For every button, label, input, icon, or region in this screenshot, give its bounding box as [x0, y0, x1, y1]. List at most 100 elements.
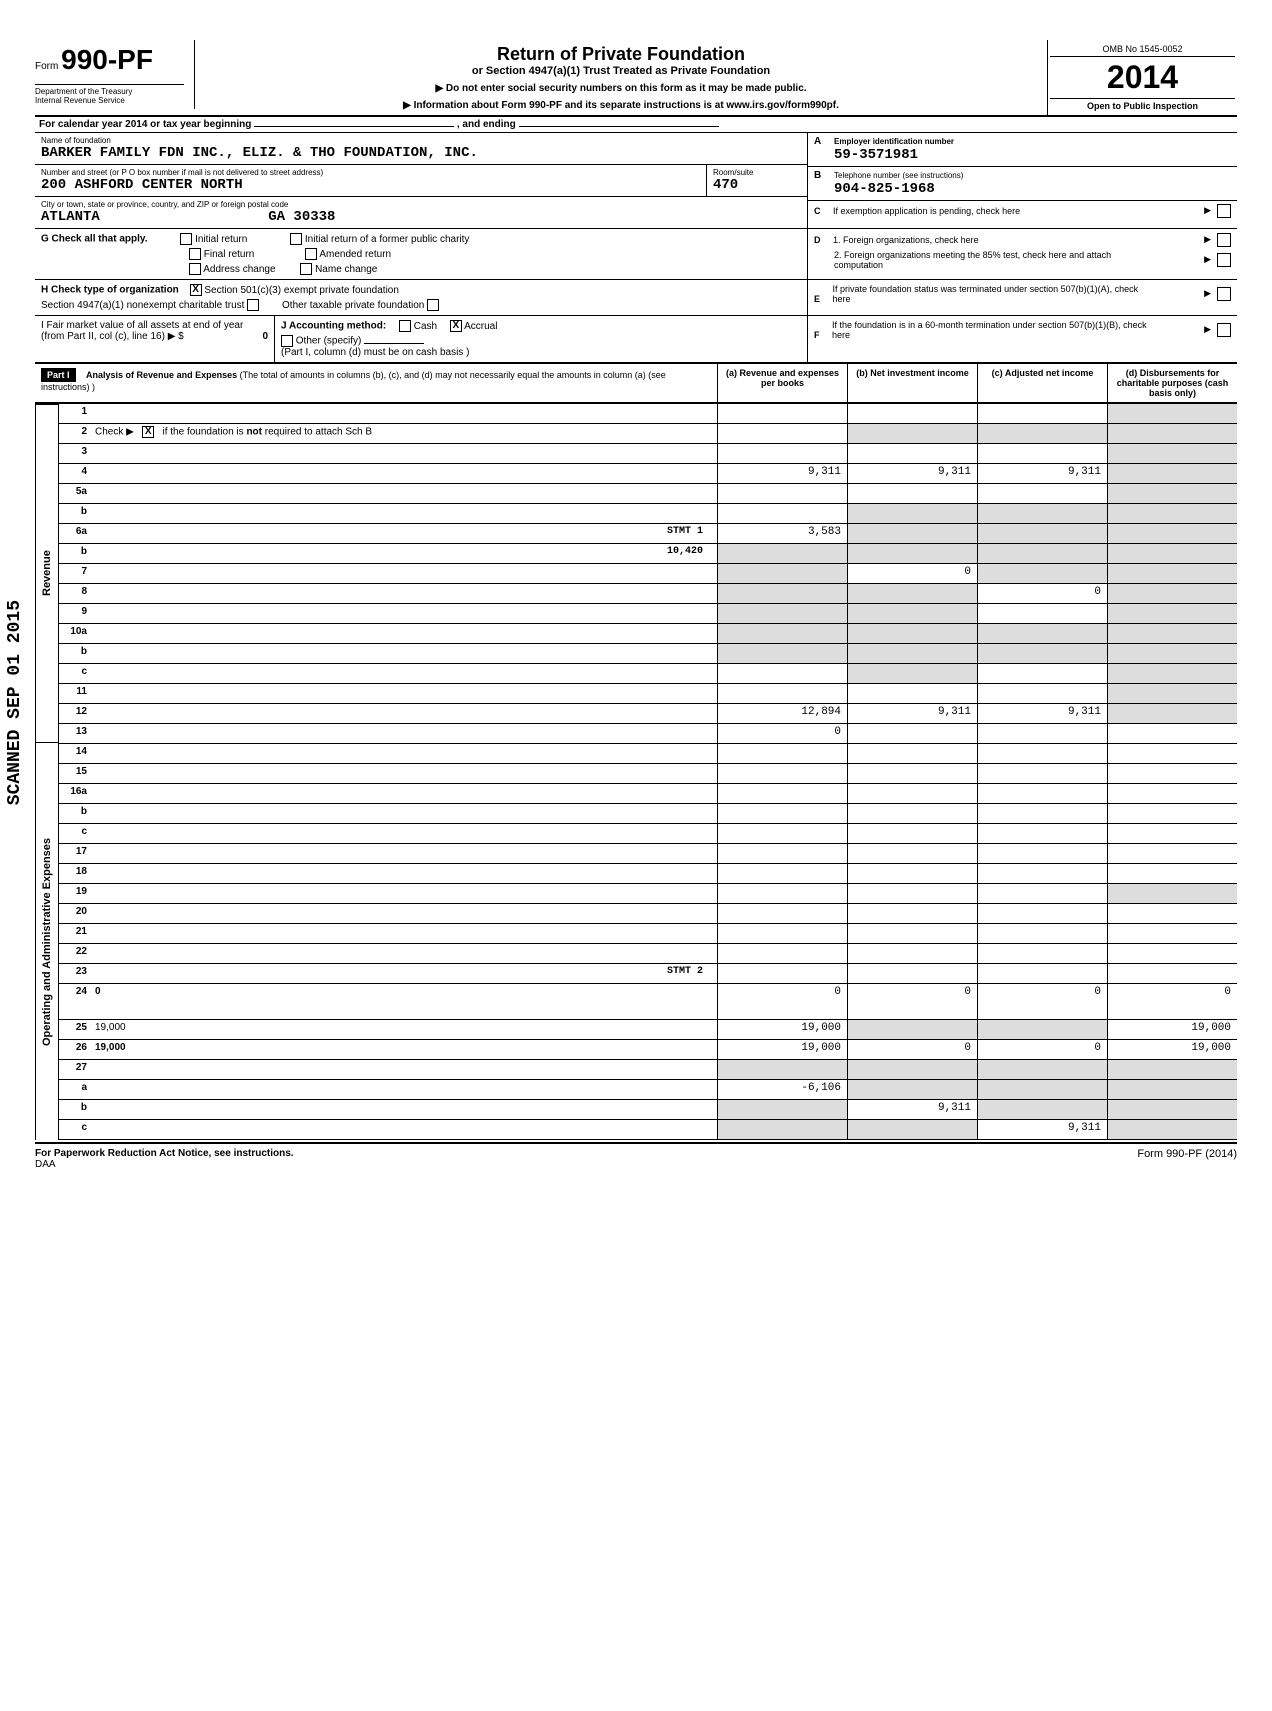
line-description	[91, 584, 717, 603]
value-cell-c: 9,311	[977, 1120, 1107, 1139]
line-j-label: J Accounting method:	[281, 321, 386, 332]
value-cell-b: 9,311	[847, 704, 977, 723]
scanned-stamp: SCANNED SEP 01 2015	[5, 600, 25, 805]
line-number: 7	[59, 564, 91, 583]
d1-checkbox[interactable]	[1217, 233, 1231, 247]
table-row: 3	[59, 444, 1237, 464]
value-cell-d	[1107, 484, 1237, 503]
j-accrual-checkbox[interactable]: X	[450, 320, 462, 332]
g-opt-2: Address change	[203, 264, 275, 275]
e-checkbox[interactable]	[1217, 287, 1231, 301]
arrow-icon: ▶	[1204, 288, 1211, 299]
arrow-icon: ▶	[1204, 324, 1211, 335]
g-initial-checkbox[interactable]	[180, 233, 192, 245]
value-cell-d	[1107, 424, 1237, 443]
h-501c3-checkbox[interactable]: X	[190, 284, 202, 296]
value-cell-d	[1107, 884, 1237, 903]
e-text: If private foundation status was termina…	[833, 284, 1153, 304]
table-row: c	[59, 824, 1237, 844]
value-cell-d	[1107, 564, 1237, 583]
line-description: 19,000	[91, 1040, 717, 1059]
arrow-icon: ▶	[1204, 234, 1211, 245]
value-cell-b	[847, 624, 977, 643]
value-cell-d	[1107, 864, 1237, 883]
phone-letter: B	[814, 170, 821, 181]
value-cell-c	[977, 744, 1107, 763]
table-row: b	[59, 804, 1237, 824]
value-cell-b	[847, 804, 977, 823]
line-number: 10a	[59, 624, 91, 643]
line-number: 24	[59, 984, 91, 1019]
j-cash-checkbox[interactable]	[399, 320, 411, 332]
value-cell-b	[847, 964, 977, 983]
line-number: 2	[59, 424, 91, 443]
value-cell-d	[1107, 524, 1237, 543]
j-other: Other (specify)	[296, 336, 362, 347]
cal-year-begin-blank[interactable]	[254, 126, 454, 127]
value-cell-c	[977, 944, 1107, 963]
line-number: 13	[59, 724, 91, 743]
table-row: 20	[59, 904, 1237, 924]
h-other-checkbox[interactable]	[427, 299, 439, 311]
ein-cell: A Employer identification number 59-3571…	[808, 133, 1237, 167]
cal-year-end-blank[interactable]	[519, 126, 719, 127]
line-number: 16a	[59, 784, 91, 803]
opex-label: Operating and Administrative Expenses	[35, 742, 59, 1140]
value-cell-d	[1107, 944, 1237, 963]
section-e: E If private foundation status was termi…	[807, 280, 1237, 315]
line-ij: I Fair market value of all assets at end…	[35, 316, 807, 362]
table-row: 23STMT 2	[59, 964, 1237, 984]
line-number: 9	[59, 604, 91, 623]
g-address-checkbox[interactable]	[189, 263, 201, 275]
g-name-checkbox[interactable]	[300, 263, 312, 275]
line-number: 20	[59, 904, 91, 923]
value-cell-b	[847, 524, 977, 543]
value-cell-c	[977, 904, 1107, 923]
line-description	[91, 824, 717, 843]
f-checkbox[interactable]	[1217, 323, 1231, 337]
dept-treasury: Department of the Treasury	[35, 84, 184, 96]
line-number: 15	[59, 764, 91, 783]
c-checkbox[interactable]	[1217, 204, 1231, 218]
title-box: Return of Private Foundation or Section …	[195, 40, 1047, 115]
h-4947-checkbox[interactable]	[247, 299, 259, 311]
value-cell-c	[977, 1020, 1107, 1039]
line-description	[91, 944, 717, 963]
value-cell-c	[977, 624, 1107, 643]
line-description: 19,000	[91, 1020, 717, 1039]
line-number: a	[59, 1080, 91, 1099]
sub-title: or Section 4947(a)(1) Trust Treated as P…	[205, 65, 1037, 77]
value-cell-d: 19,000	[1107, 1040, 1237, 1059]
value-cell-a	[717, 804, 847, 823]
line-number: 22	[59, 944, 91, 963]
value-cell-a	[717, 884, 847, 903]
table-row: 17	[59, 844, 1237, 864]
g-final-checkbox[interactable]	[189, 248, 201, 260]
value-cell-c	[977, 684, 1107, 703]
line-number: b	[59, 644, 91, 663]
value-cell-b	[847, 724, 977, 743]
table-row: 1	[59, 404, 1237, 424]
d2-checkbox[interactable]	[1217, 253, 1231, 267]
line-number: 27	[59, 1060, 91, 1079]
j-other-blank[interactable]	[364, 343, 424, 344]
d-letter: D	[814, 235, 821, 245]
form-number-box: Form 990-PF Department of the Treasury I…	[35, 40, 195, 109]
value-cell-b	[847, 1020, 977, 1039]
line-number: b	[59, 504, 91, 523]
g-former-checkbox[interactable]	[290, 233, 302, 245]
line-number: 4	[59, 464, 91, 483]
g-amended-checkbox[interactable]	[305, 248, 317, 260]
foundation-name: BARKER FAMILY FDN INC., ELIZ. & THO FOUN…	[41, 145, 801, 161]
footer-left: For Paperwork Reduction Act Notice, see …	[35, 1148, 294, 1159]
line-number: c	[59, 664, 91, 683]
value-cell-a: 12,894	[717, 704, 847, 723]
value-cell-b	[847, 784, 977, 803]
value-cell-d	[1107, 724, 1237, 743]
part1-header-row: Part I Analysis of Revenue and Expenses …	[35, 363, 1237, 404]
line-description: 0	[91, 984, 717, 1019]
table-row: 70	[59, 564, 1237, 584]
j-other-checkbox[interactable]	[281, 335, 293, 347]
col-d-head: (d) Disbursements for charitable purpose…	[1107, 364, 1237, 402]
line-number: 1	[59, 404, 91, 423]
